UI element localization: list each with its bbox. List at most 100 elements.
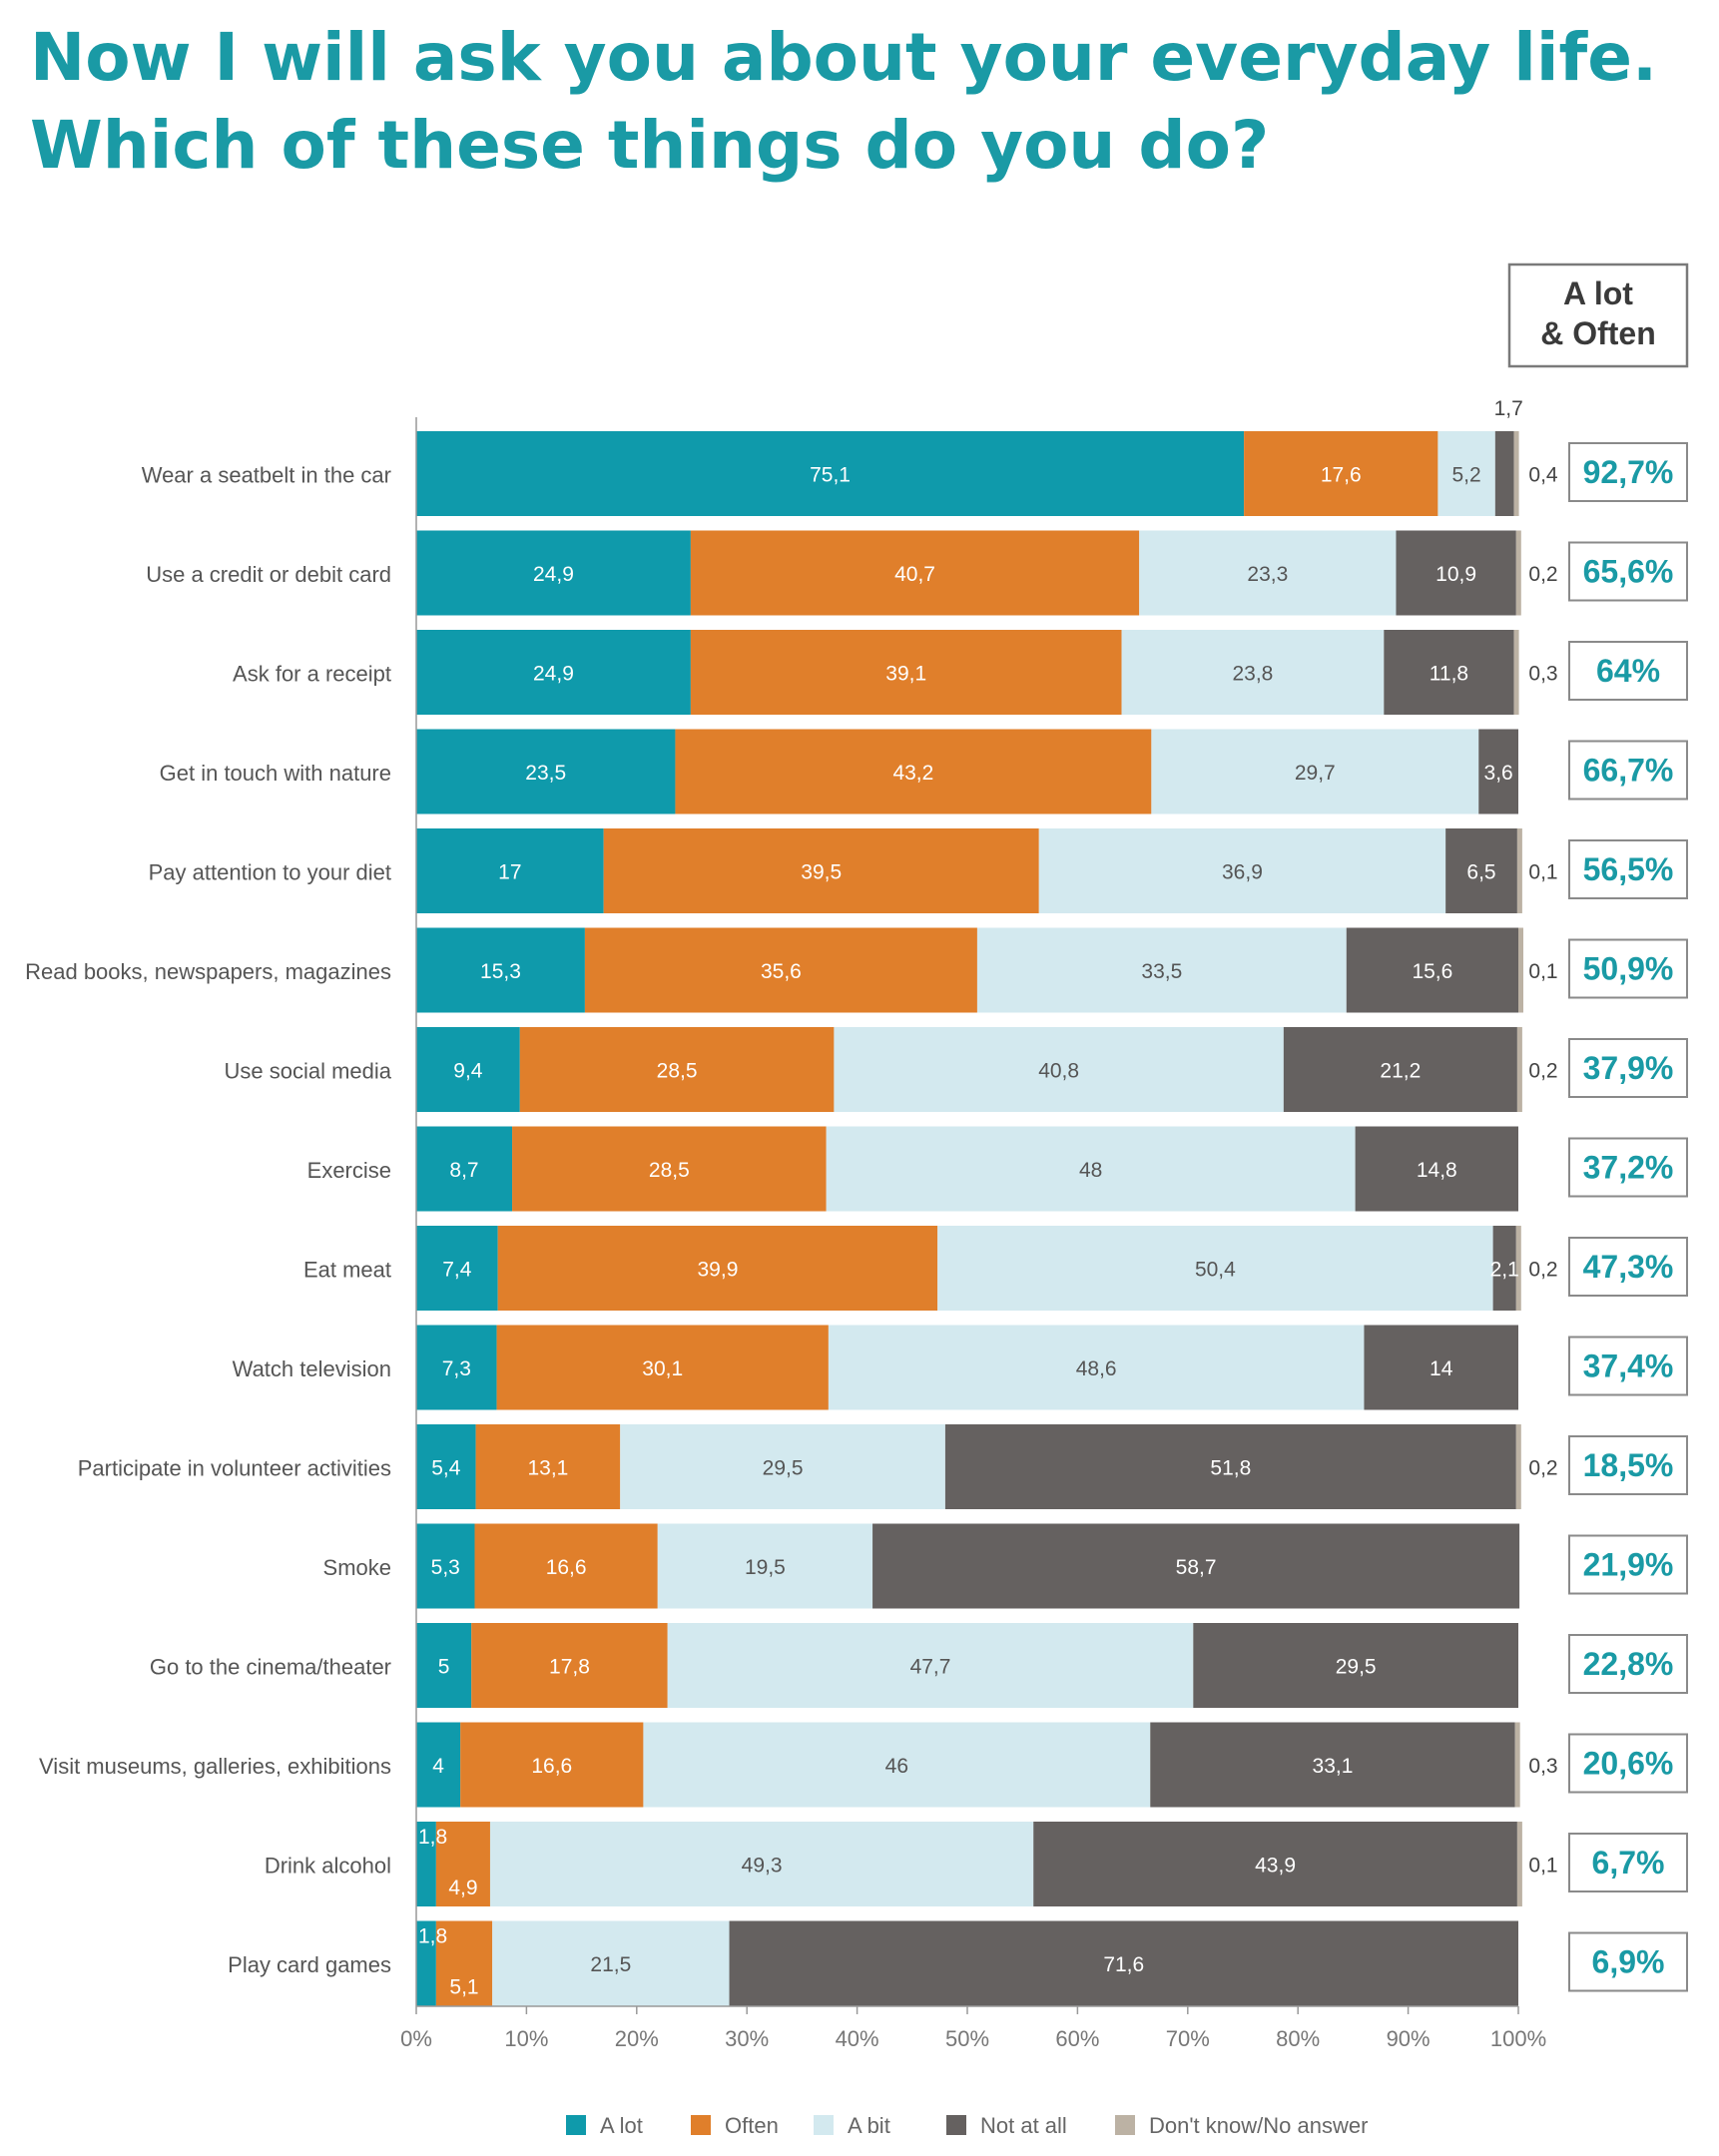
data-label-a-lot: 9,4 bbox=[453, 1060, 483, 1083]
data-label-dont-know: 0,1 bbox=[1528, 1855, 1557, 1878]
data-label-not-at-all: 33,1 bbox=[1313, 1755, 1354, 1778]
bar-segment-often bbox=[603, 828, 1039, 913]
bar-segment-dont-know bbox=[1515, 1226, 1521, 1311]
summary-value: 64% bbox=[1596, 653, 1660, 689]
category-label: Participate in volunteer activities bbox=[78, 1456, 391, 1481]
data-label-dont-know: 0,1 bbox=[1528, 960, 1557, 983]
bar-segment-a-bit bbox=[1139, 530, 1397, 616]
data-label-a-lot: 7,3 bbox=[442, 1357, 471, 1380]
x-axis: 0% 10% 20% 30% 40% 50% 60% 70% 80% 90% 100% bbox=[400, 417, 1546, 2051]
category-label: Drink alcohol bbox=[265, 1854, 391, 1879]
legend-swatch-often bbox=[691, 2115, 711, 2135]
legend-label-dont-know: Don't know/No answer bbox=[1149, 2113, 1368, 2138]
summary-box bbox=[1568, 641, 1688, 701]
bar-segment-a-lot bbox=[416, 1424, 476, 1509]
summary-value: 37,9% bbox=[1583, 1050, 1674, 1086]
bar-segment-dont-know bbox=[1515, 1424, 1521, 1509]
bar-segment-not-at-all bbox=[1346, 927, 1518, 1013]
data-label-not-at-all: 14,8 bbox=[1417, 1159, 1457, 1182]
summary-value: 6,7% bbox=[1592, 1845, 1665, 1881]
bar-segment-a-lot bbox=[416, 1523, 475, 1609]
bar-segment-a-lot bbox=[416, 1920, 436, 2006]
data-label-not-at-all: 3,6 bbox=[1484, 762, 1513, 785]
legend-swatch-dont-know bbox=[1115, 2115, 1135, 2135]
summary-value: 6,9% bbox=[1592, 1944, 1665, 1980]
summary-header-line-1: A lot bbox=[1563, 275, 1633, 311]
data-label-often: 35,6 bbox=[761, 960, 802, 983]
bar-segment-a-bit bbox=[828, 1325, 1365, 1410]
summary-header-line-2: & Often bbox=[1540, 315, 1656, 351]
data-label-often: 43,2 bbox=[892, 762, 933, 785]
legend-swatch-a-lot bbox=[566, 2115, 586, 2135]
summary-box bbox=[1568, 1137, 1688, 1198]
bar-row: Drink alcohol 1,8 4,9 49,3 43,9 0,1 6,7% bbox=[265, 1822, 1688, 1906]
data-label-a-bit: 23,8 bbox=[1232, 663, 1273, 686]
bar-segment-a-lot bbox=[416, 530, 691, 616]
summary-box bbox=[1568, 541, 1688, 602]
bar-segment-a-lot bbox=[416, 1623, 472, 1708]
data-label-a-lot: 1,8 bbox=[418, 1925, 447, 1948]
bar-segment-not-at-all bbox=[944, 1424, 1516, 1509]
category-label: Smoke bbox=[323, 1555, 391, 1580]
data-label-a-lot: 24,9 bbox=[533, 663, 574, 686]
legend-label-a-lot: A lot bbox=[600, 2113, 643, 2138]
page-title: Now I will ask you about your everyday l… bbox=[30, 19, 1658, 184]
bar-row: Participate in volunteer activities 5,4 13… bbox=[78, 1424, 1688, 1509]
data-label-dont-know: 0,2 bbox=[1528, 1259, 1557, 1282]
bar-segment-a-bit bbox=[1151, 729, 1479, 814]
x-tick-label: 70% bbox=[1166, 2026, 1210, 2051]
bar-segment-not-at-all bbox=[1283, 1027, 1517, 1112]
data-label-not-at-all: 14 bbox=[1430, 1357, 1453, 1380]
bar-segment-often bbox=[460, 1722, 644, 1808]
summary-header-box: A lot & Often bbox=[1507, 263, 1689, 368]
data-label-a-lot: 15,3 bbox=[480, 960, 521, 983]
data-label-dont-know: 0,4 bbox=[1528, 464, 1558, 487]
data-label-often: 39,9 bbox=[698, 1259, 739, 1282]
bar-segment-often bbox=[519, 1027, 835, 1112]
data-label-often: 16,6 bbox=[531, 1755, 572, 1778]
category-label: Visit museums, galleries, exhibitions bbox=[39, 1754, 391, 1779]
summary-value: 50,9% bbox=[1583, 951, 1674, 987]
summary-box bbox=[1568, 1634, 1688, 1694]
data-label-a-bit: 29,7 bbox=[1295, 762, 1336, 785]
bar-row: Wear a seatbelt in the car 75,1 17,6 5,2 1,7… bbox=[142, 397, 1688, 516]
category-label: Eat meat bbox=[303, 1258, 391, 1283]
legend-label-often: Often bbox=[725, 2113, 779, 2138]
bar-segment-a-lot bbox=[416, 1027, 520, 1112]
category-label: Use social media bbox=[224, 1059, 391, 1084]
x-tick-label: 40% bbox=[836, 2026, 879, 2051]
summary-box bbox=[1568, 1833, 1688, 1892]
data-label-not-at-all: 43,9 bbox=[1255, 1855, 1296, 1878]
bar-segment-a-bit bbox=[976, 927, 1347, 1013]
bar-row: Play card games 1,8 5,1 21,5 71,6 6,9% bbox=[228, 1920, 1688, 2006]
bar-row: Eat meat 7,4 39,9 50,4 2,1 0,2 47,3% bbox=[303, 1226, 1688, 1311]
data-label-a-bit: 5,2 bbox=[1452, 464, 1481, 487]
bar-row: Smoke 5,3 16,6 19,5 58,7 21,9% bbox=[323, 1523, 1688, 1609]
category-label: Pay attention to your diet bbox=[149, 860, 391, 885]
data-label-often: 40,7 bbox=[894, 563, 935, 586]
data-label-a-bit: 36,9 bbox=[1222, 861, 1263, 884]
summary-box bbox=[1568, 1733, 1688, 1794]
summary-value: 37,4% bbox=[1583, 1348, 1674, 1384]
data-label-not-at-all: 51,8 bbox=[1210, 1457, 1251, 1480]
bar-segment-a-lot bbox=[416, 927, 585, 1013]
legend: A lot Often A bit Not at all Don't know/No a… bbox=[566, 2113, 1368, 2138]
summary-box bbox=[1568, 938, 1688, 999]
data-label-a-bit: 21,5 bbox=[590, 1953, 631, 1976]
data-label-not-at-all: 6,5 bbox=[1466, 861, 1495, 884]
category-label: Go to the cinema/theater bbox=[150, 1655, 391, 1680]
bar-segment-a-bit bbox=[667, 1623, 1194, 1708]
legend-label-not-at-all: Not at all bbox=[980, 2113, 1067, 2138]
bar-segment-dont-know bbox=[1513, 431, 1519, 516]
bar-segment-not-at-all bbox=[872, 1523, 1520, 1609]
bar-row: Ask for a receipt 24,9 39,1 23,8 11,8 0,3 64% bbox=[233, 630, 1688, 715]
summary-value: 22,8% bbox=[1583, 1646, 1674, 1682]
summary-box bbox=[1568, 1237, 1688, 1297]
bar-row: Get in touch with nature 23,5 43,2 29,7 3,6 6… bbox=[160, 729, 1688, 814]
bar-segment-a-lot bbox=[416, 1822, 436, 1906]
data-label-a-bit: 46 bbox=[885, 1755, 908, 1778]
data-label-a-lot: 5,4 bbox=[431, 1457, 461, 1480]
bar-row: Go to the cinema/theater 5 17,8 47,7 29,5 22,… bbox=[150, 1623, 1688, 1708]
bar-segment-a-lot bbox=[416, 1126, 513, 1212]
bar-segment-not-at-all bbox=[1445, 828, 1517, 913]
